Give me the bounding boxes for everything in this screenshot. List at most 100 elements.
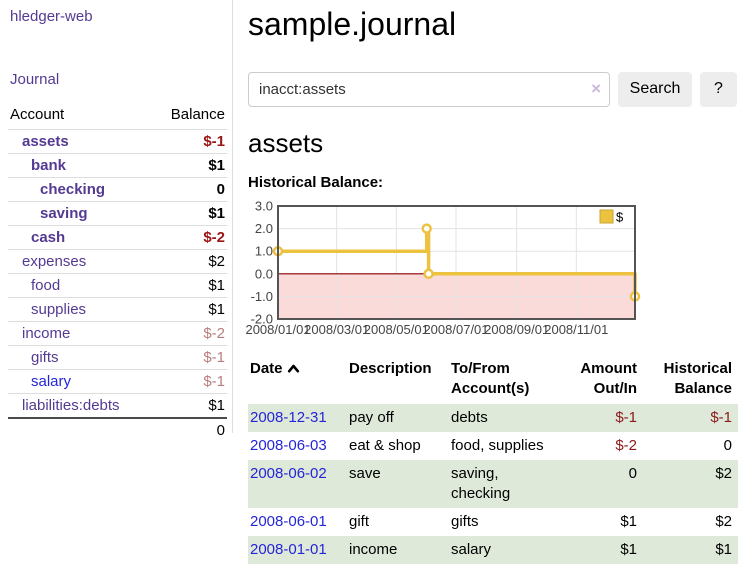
register-date-cell: 2008-06-02	[248, 460, 347, 508]
account-balance: $-2	[203, 325, 225, 342]
chart-heading: Historical Balance:	[248, 173, 384, 191]
account-balance: 0	[216, 181, 225, 198]
register-description-cell: gift	[349, 512, 370, 530]
account-link-assets[interactable]: assets	[22, 133, 69, 150]
account-balance: $1	[208, 397, 225, 414]
register-amount-cell: $-2	[615, 436, 637, 454]
register-balance-cell: $2	[715, 512, 732, 530]
register-header-date[interactable]: Date	[248, 357, 347, 404]
accounts-table-body: assets $-1 bank $1 checking 0 saving $1 cash $-2 e…	[8, 129, 227, 417]
search-input[interactable]	[248, 71, 610, 107]
register-accounts-cell: gifts	[451, 512, 479, 530]
register-accounts-cell: debts	[451, 408, 488, 426]
search-input-wrap: ×	[248, 71, 610, 107]
clear-search-icon[interactable]: ×	[591, 79, 601, 99]
transaction-date-link[interactable]: 2008-12-31	[250, 408, 327, 426]
account-link-food[interactable]: food	[31, 277, 61, 294]
historical-balance-plot: 3.0 2.0 1.0 0.0 -1.0 -2.02008/01/012008/03/01…	[245, 198, 641, 337]
transaction-date-link[interactable]: 2008-06-01	[250, 512, 327, 530]
account-row: checking 0	[8, 177, 227, 201]
x-axis-tick-label: 2008/01/01	[245, 322, 310, 337]
legend-label: $	[616, 209, 624, 224]
account-link-cash[interactable]: cash	[31, 229, 66, 246]
y-axis-tick-label: 3.0	[255, 198, 273, 213]
register-balance-cell: $1	[715, 540, 732, 558]
search-button[interactable]: Search	[618, 71, 692, 107]
account-link-income[interactable]: income	[22, 325, 71, 342]
x-axis-tick-label: 2008/07/01	[423, 322, 488, 337]
account-link-liabilities-debts[interactable]: liabilities:debts	[22, 397, 120, 414]
account-balance: $-2	[203, 229, 225, 246]
y-axis-tick-label: 0.0	[255, 266, 273, 281]
register-accounts-cell: saving, checking	[451, 464, 511, 502]
search-form: × Search ?	[248, 71, 738, 107]
register-description-cell: eat & shop	[349, 436, 421, 454]
register-amount-cell: $1	[620, 512, 637, 530]
historical-balance-chart: 3.0 2.0 1.0 0.0 -1.0 -2.0 2008/01/01 2008/03/01…	[245, 198, 738, 342]
account-link-supplies[interactable]: supplies	[31, 301, 87, 318]
account-row: supplies $1	[8, 297, 227, 321]
register-header-description: Description	[349, 359, 432, 377]
search-help-button[interactable]: ?	[700, 71, 737, 107]
account-row: bank $1	[8, 153, 227, 177]
account-link-gifts[interactable]: gifts	[31, 349, 59, 366]
account-balance: $-1	[203, 133, 225, 150]
page-title: sample.journal	[248, 6, 457, 42]
x-axis-tick-label: 2008/05/01	[364, 322, 429, 337]
register-description-cell: pay off	[349, 408, 394, 426]
accounts-table-header: Account Balance	[8, 103, 227, 129]
sidebar-item-journal[interactable]: Journal	[10, 71, 60, 88]
accounts-total-value: 0	[216, 422, 225, 439]
x-axis-tick-label: 2008/11/01	[544, 322, 608, 337]
account-balance: $1	[208, 157, 225, 174]
transaction-date-link[interactable]: 2008-06-02	[250, 464, 327, 482]
register-balance-cell: $-1	[710, 408, 732, 426]
account-balance: $1	[208, 301, 225, 318]
y-axis-tick-label: -2.0	[251, 311, 273, 326]
account-row: liabilities:debts $1	[8, 393, 227, 417]
accounts-total-row: 0	[8, 417, 227, 442]
register-header-amount: Amount Out/In	[580, 359, 637, 397]
account-link-saving[interactable]: saving	[40, 205, 88, 222]
account-column-header: Account	[10, 106, 65, 123]
account-balance: $-1	[203, 373, 225, 390]
register-row: 2008-12-31 pay off debts $-1 $-1	[248, 403, 738, 432]
register-header-accounts: To/From Account(s)	[451, 359, 530, 397]
account-row: food $1	[8, 273, 227, 297]
account-link-expenses[interactable]: expenses	[22, 253, 87, 270]
account-heading: assets	[248, 127, 324, 158]
register-row: 2008-06-01 gift gifts $1 $2	[248, 508, 738, 536]
account-row: gifts $-1	[8, 345, 227, 369]
register-date-cell: 2008-12-31	[248, 404, 347, 432]
register-date-cell: 2008-01-01	[248, 536, 347, 564]
account-balance: $1	[208, 205, 225, 222]
register-date-cell: 2008-06-01	[248, 508, 347, 536]
x-axis-tick-label: 2008/09/01	[484, 322, 549, 337]
account-row: saving $1	[8, 201, 227, 225]
account-balance: $1	[208, 277, 225, 294]
account-link-bank[interactable]: bank	[31, 157, 67, 174]
main-content: sample.journal × Search ? assets Histori…	[245, 0, 738, 564]
register-table: Date Description To/From Account(s) Amou…	[248, 357, 738, 564]
register-description-cell: income	[349, 540, 398, 558]
y-axis-tick-label: 2.0	[255, 221, 273, 236]
transaction-date-link[interactable]: 2008-01-01	[250, 540, 327, 558]
register-row: 2008-01-01 income salary $1 $1	[248, 535, 738, 564]
account-balance: $2	[208, 253, 225, 270]
account-link-salary[interactable]: salary	[31, 373, 72, 390]
plot-border	[277, 204, 636, 320]
register-balance-cell: 0	[723, 436, 732, 454]
register-accounts-cell: food, supplies	[451, 436, 544, 454]
register-amount-cell: 0	[628, 464, 637, 482]
legend-swatch	[599, 209, 614, 224]
y-axis-tick-label: -1.0	[251, 289, 273, 304]
account-link-checking[interactable]: checking	[40, 181, 106, 198]
transaction-date-link[interactable]: 2008-06-03	[250, 436, 327, 454]
app-brand-link[interactable]: hledger-web	[10, 8, 93, 25]
account-row: cash $-2	[8, 225, 227, 249]
register-amount-cell: $-1	[615, 408, 637, 426]
accounts-table: Account Balance assets $-1 bank $1 checking 0…	[8, 103, 227, 442]
sort-ascending-icon	[287, 364, 299, 373]
register-header-row: Date Description To/From Account(s) Amou…	[248, 357, 738, 404]
account-row: salary $-1	[8, 369, 227, 393]
